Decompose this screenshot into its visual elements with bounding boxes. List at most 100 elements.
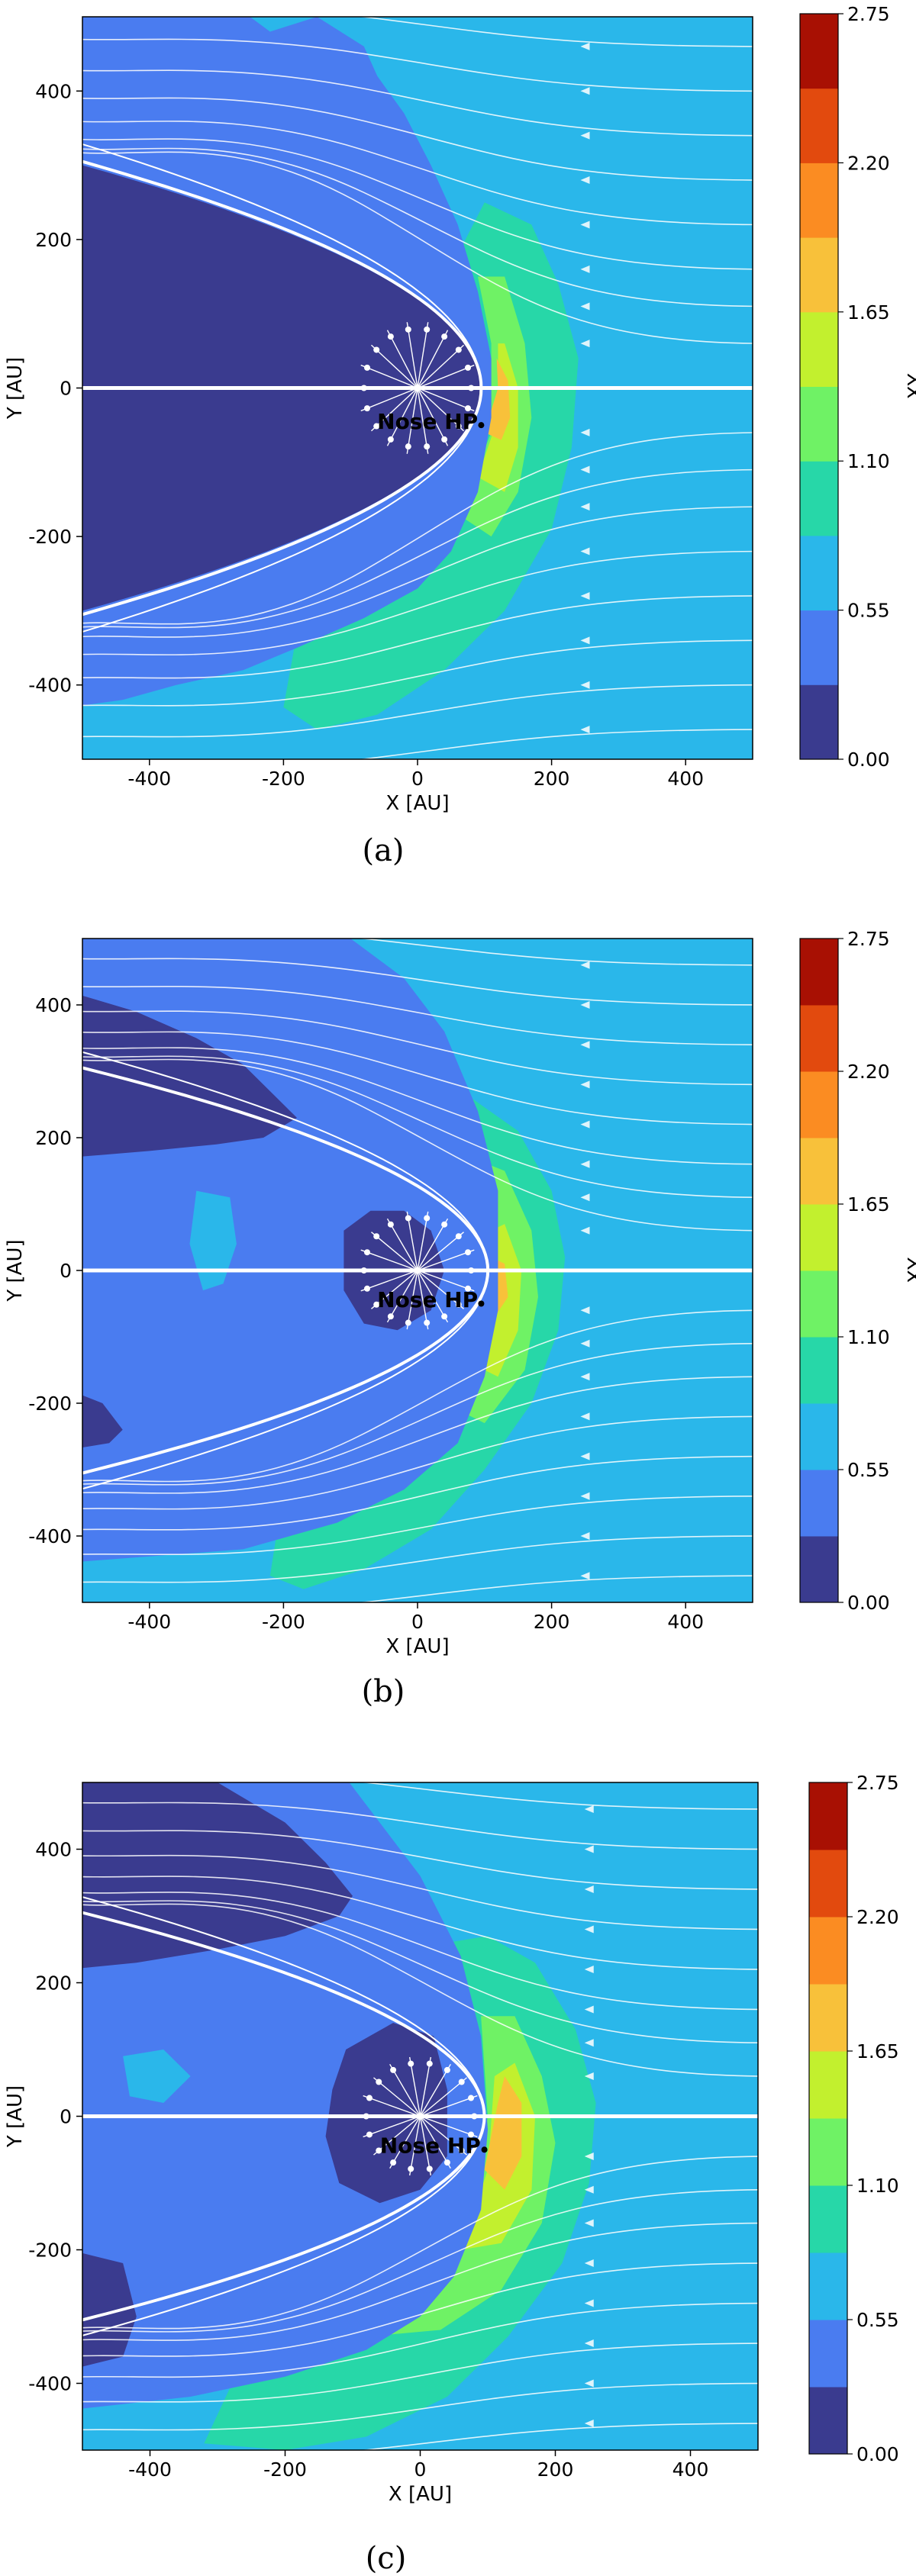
- solar-wind-ray: [419, 2116, 451, 2169]
- colorbar-bin: [800, 311, 838, 387]
- streamline: [82, 684, 753, 738]
- streamline: [82, 1058, 753, 1232]
- x-tick-label: -400: [128, 2458, 172, 2481]
- streamline: [357, 729, 753, 759]
- y-tick-label: -200: [28, 2240, 72, 2262]
- solar-wind-ray: [373, 2115, 421, 2156]
- streamline-arrow: [580, 1001, 590, 1009]
- streamline: [82, 1055, 753, 1198]
- streamline: [82, 1047, 753, 1165]
- solar-wind-ray: [406, 1270, 418, 1330]
- streamline-arrow: [580, 1080, 590, 1089]
- panel-caption: (a): [362, 833, 404, 868]
- streamline-arrow: [580, 1193, 590, 1202]
- streamline: [82, 1830, 758, 1890]
- solar-wind-ray: [360, 364, 418, 389]
- y-tick-label: 0: [60, 378, 72, 400]
- streamline: [82, 147, 753, 308]
- streamline: [82, 1415, 753, 1510]
- y-tick-label: 400: [35, 1839, 72, 1861]
- colorbar-bin: [800, 88, 838, 163]
- ray-arrowhead: [465, 364, 472, 371]
- colorbar-tick-label: 0.55: [856, 2309, 899, 2331]
- colorbar-frame: [799, 938, 839, 1603]
- streamline: [82, 1802, 758, 1850]
- colorbar-tick-label: 2.20: [847, 152, 890, 174]
- ray-arrowhead: [387, 333, 394, 340]
- ray-arrowhead: [455, 423, 462, 430]
- solar-wind-ray: [417, 1270, 475, 1292]
- colorbar-tick-label: 0.55: [847, 600, 890, 622]
- ray-arrowhead: [424, 443, 431, 450]
- x-axis-label: X [AU]: [385, 792, 449, 815]
- streamline-arrow: [584, 1885, 594, 1893]
- solar-wind-ray: [406, 322, 418, 388]
- colorbar-bin: [809, 2387, 847, 2455]
- ray-arrowhead: [455, 1301, 462, 1308]
- streamline-arrow: [580, 1412, 590, 1421]
- solar-wind-ray: [417, 1270, 464, 1309]
- nose-hp-label: Nose HP: [377, 1287, 478, 1312]
- streamline-arrow: [584, 2005, 594, 2014]
- solar-wind-ray: [360, 1270, 418, 1292]
- solar-wind-ray: [370, 387, 418, 432]
- colorbar-bin: [809, 2252, 847, 2320]
- solar-wind-ray: [417, 1232, 464, 1271]
- streamline-arrow: [584, 2420, 594, 2427]
- streamline: [82, 958, 753, 1006]
- solar-wind-ray: [363, 2115, 421, 2138]
- colorbar-tick-label: 0.55: [847, 1459, 890, 1481]
- solar-wind-ray: [417, 1249, 475, 1271]
- nose-hp-marker: [478, 422, 485, 429]
- colorbar-bin: [800, 535, 838, 611]
- colorbar-bin: [809, 1850, 847, 1918]
- streamline-arrow: [584, 2039, 594, 2047]
- ray-arrowhead: [373, 1301, 380, 1308]
- ray-arrowhead: [376, 2147, 382, 2154]
- x-tick-label: -200: [262, 1611, 305, 1633]
- streamline-arrow: [584, 2185, 594, 2194]
- tail-island: [189, 1190, 237, 1291]
- chart-panel-1: Nose HP -400 -200 0 200 400 400 200 0 -200 -400 X […: [4, 928, 916, 1709]
- streamline-arrow: [580, 961, 590, 969]
- ray-arrowhead: [424, 1215, 431, 1222]
- ray-arrowhead: [405, 326, 411, 333]
- solar-wind-ray: [406, 1211, 418, 1271]
- ray-arrowhead: [455, 346, 462, 353]
- colorbar-label: XY: [905, 1257, 916, 1283]
- heatmap-field: [82, 939, 753, 1602]
- solar-wind-ray: [417, 1270, 429, 1330]
- solar-wind-ray: [406, 388, 418, 454]
- y-tick-label: 0: [60, 1260, 72, 1282]
- colorbar-tick-label: 1.65: [847, 1193, 890, 1216]
- ray-arrowhead: [408, 2060, 414, 2067]
- ray-arrowhead: [441, 1313, 448, 1320]
- ray-arrowhead: [366, 2131, 373, 2138]
- streamline: [82, 97, 753, 181]
- streamline-arrow: [580, 265, 590, 273]
- x-tick-label: 0: [411, 768, 424, 790]
- solar-wind-ray: [363, 2095, 421, 2117]
- colorbar-tick-label: 2.75: [856, 1772, 899, 1794]
- y-axis-label: Y [AU]: [4, 2085, 27, 2148]
- solar-wind-ray: [360, 1249, 418, 1271]
- streamline-arrow: [580, 176, 590, 185]
- streamline: [82, 2382, 758, 2431]
- ray-arrowhead: [363, 405, 370, 412]
- solar-wind-ray: [419, 2063, 451, 2117]
- streamline-arrow: [584, 2379, 594, 2388]
- ray-arrowhead: [366, 2095, 373, 2101]
- colorbar-label: XY: [905, 374, 916, 400]
- ray-arrowhead: [373, 1233, 380, 1240]
- colorbar-bin: [800, 1138, 838, 1205]
- colorbar-bin: [809, 2118, 847, 2186]
- streamline: [82, 151, 753, 344]
- solar-wind-ray: [360, 387, 418, 412]
- panel-caption: (b): [362, 1674, 405, 1709]
- x-axis-label: X [AU]: [385, 1635, 449, 1658]
- solar-wind-ray: [417, 364, 475, 389]
- streamline-arrow: [580, 428, 590, 436]
- x-tick-label: 0: [411, 1611, 424, 1633]
- colorbar-bin: [800, 163, 838, 238]
- streamline: [82, 469, 753, 629]
